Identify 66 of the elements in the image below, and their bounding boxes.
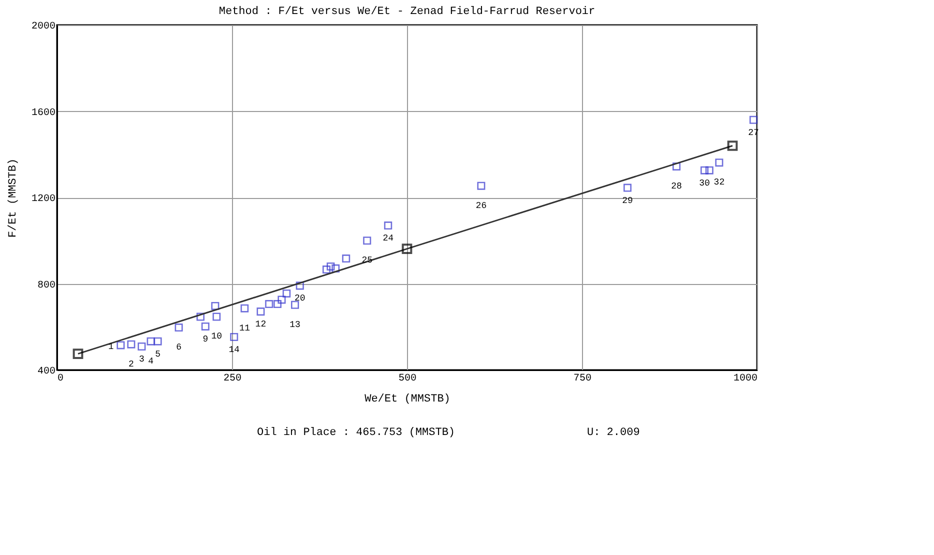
point [477, 182, 486, 190]
annotation: 24 [382, 234, 394, 244]
point [332, 264, 340, 272]
annotation: 14 [228, 345, 240, 356]
point [154, 337, 162, 346]
chart-title: Method : F/Et versus We/Et - Zenad Field-Farrud Reservoir [218, 6, 596, 18]
point [212, 312, 221, 321]
point [230, 333, 238, 342]
annotation: 9 [202, 334, 208, 344]
y-tick-label: 400 [37, 366, 56, 378]
annotation: 10 [211, 332, 222, 342]
point [116, 341, 125, 350]
y-tick-label: 1600 [31, 108, 56, 119]
point [265, 300, 274, 308]
point [240, 304, 249, 312]
x-tick-label: 1000 [733, 374, 758, 384]
point [326, 262, 335, 271]
point [273, 300, 282, 308]
point [384, 222, 392, 230]
x-axis-title: We/Et (MMSTB) [364, 394, 450, 406]
annotation: 4 [148, 356, 154, 366]
point [278, 296, 286, 304]
x-tick-label: 250 [223, 374, 242, 384]
annotation: 29 [622, 196, 633, 206]
y-tick-label: 1200 [31, 194, 56, 205]
point [174, 324, 183, 332]
annotation: 6 [176, 342, 182, 353]
y-tick-label: 800 [37, 280, 56, 292]
point [211, 302, 220, 310]
annotation: 1 [108, 342, 114, 352]
annotation: 30 [699, 178, 710, 188]
annotation: 12 [255, 320, 266, 330]
annotation: 13 [290, 320, 300, 330]
x-tick-label: 0 [58, 374, 64, 384]
annotation: 5 [155, 349, 161, 360]
annotation: 32 [714, 178, 725, 188]
point [322, 266, 331, 274]
point [138, 342, 146, 350]
point [363, 236, 372, 245]
y-axis-title: F/Et (MMSTB) [7, 158, 20, 238]
point [256, 308, 265, 316]
x-tick-label: 750 [573, 374, 592, 384]
annotation: 20 [294, 294, 306, 304]
point [623, 184, 632, 192]
point [127, 340, 136, 348]
annotation: 11 [239, 323, 250, 334]
point [296, 282, 304, 290]
point [146, 337, 155, 346]
point [749, 116, 758, 124]
point [282, 289, 291, 298]
annotation: 28 [671, 181, 682, 192]
point [290, 300, 300, 309]
point [342, 254, 350, 263]
point [201, 322, 210, 330]
text: U: 2.009 [587, 427, 640, 439]
point [715, 158, 724, 167]
point [672, 162, 681, 170]
y-tick-label: 2000 [31, 22, 56, 32]
text: Oil in Place : 465.753 (MMSTB) [257, 427, 456, 439]
point [700, 166, 709, 174]
x-tick-label: 500 [398, 374, 417, 384]
annotation: 2 [128, 359, 134, 370]
point [705, 166, 714, 174]
annotation: 3 [138, 354, 144, 364]
annotation: 26 [476, 200, 487, 211]
point [196, 312, 205, 321]
